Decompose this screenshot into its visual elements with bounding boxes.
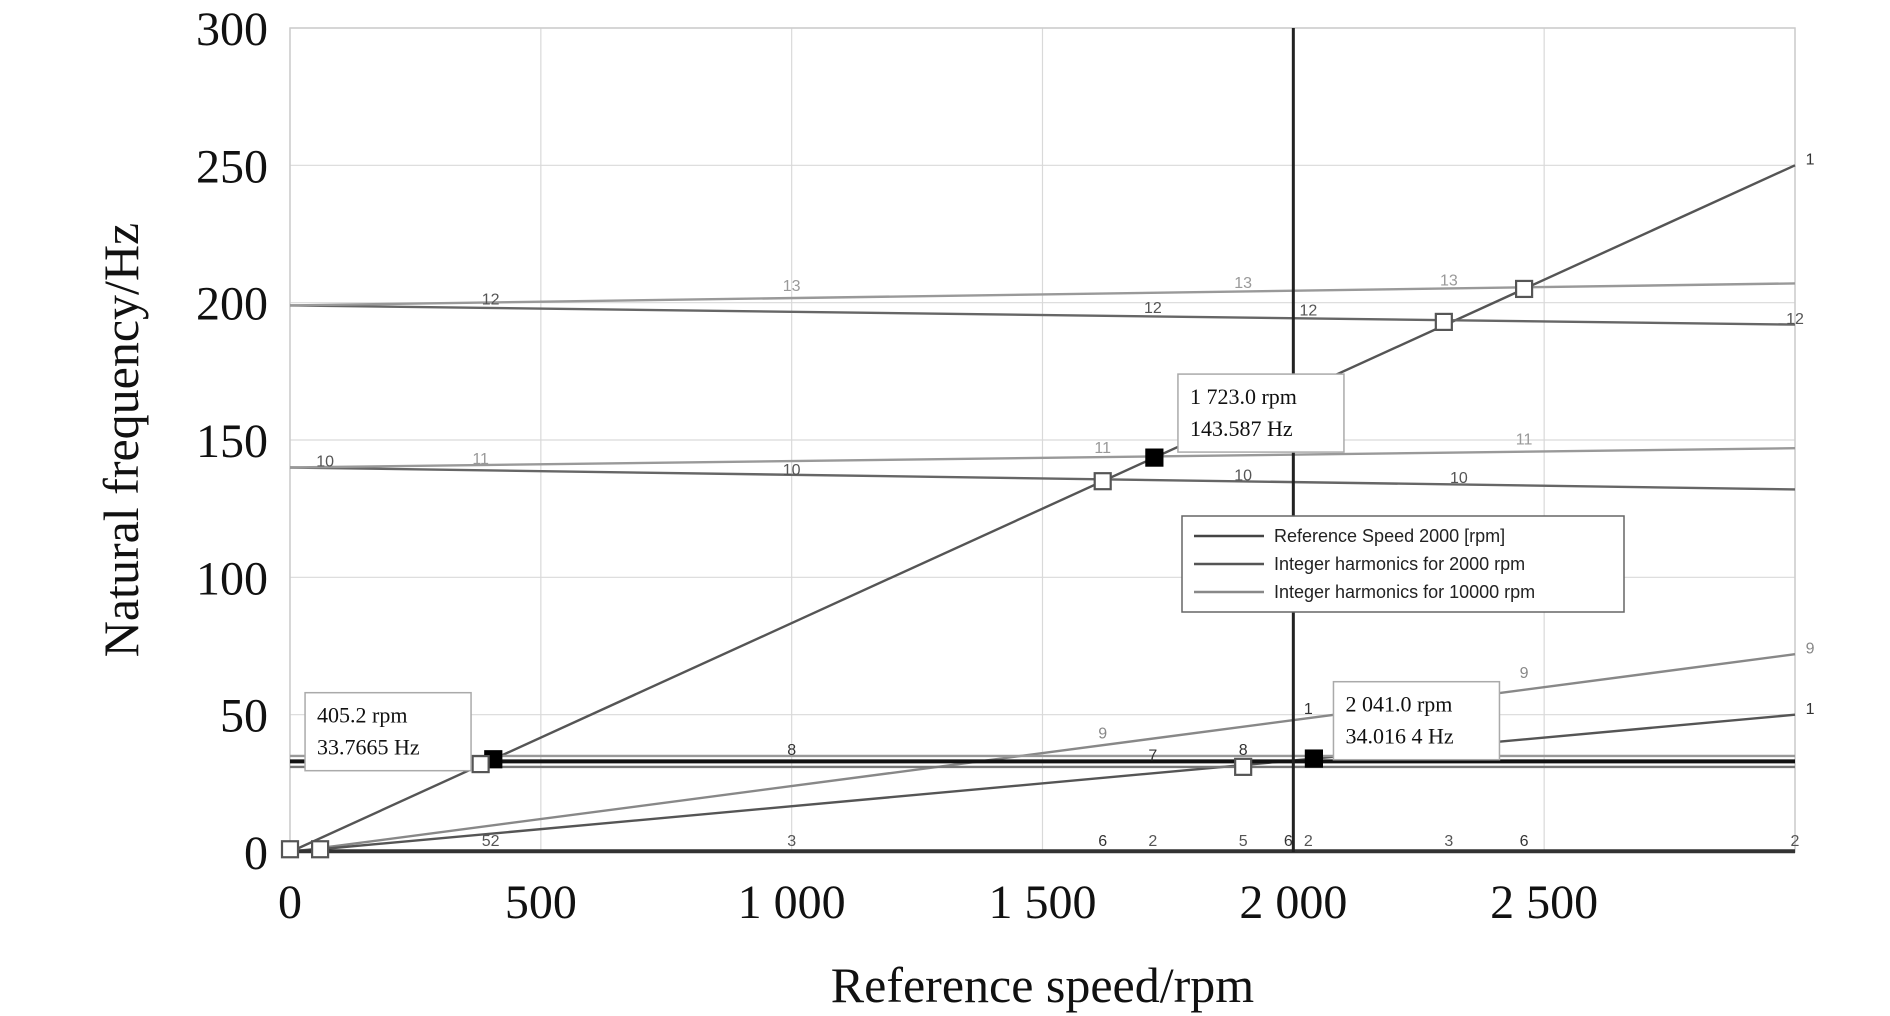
callout-text: 143.587 Hz xyxy=(1190,416,1293,441)
mode-number-label: 2 xyxy=(1304,833,1313,850)
x-tick-labels: 0 500 1 000 1 500 2 000 2 500 xyxy=(278,876,1598,929)
intersection-marker xyxy=(1093,472,1112,491)
series-line xyxy=(289,164,1796,854)
intersection-marker xyxy=(471,755,490,774)
callout-box xyxy=(1177,373,1345,453)
mode-number-label: 12 xyxy=(482,292,500,309)
legend-entry-label: Reference Speed 2000 [rpm] xyxy=(1274,526,1505,546)
y-tick-label: 250 xyxy=(196,140,268,193)
x-axis-title: Reference speed/rpm xyxy=(831,957,1254,1013)
x-tick-label: 1 500 xyxy=(989,876,1097,929)
mode-number-label: 6 xyxy=(1520,833,1529,850)
mode-number-label: 9 xyxy=(1806,640,1815,657)
mode-number-label: 6 xyxy=(1284,833,1293,850)
mode-number-label: 10 xyxy=(783,462,801,479)
callout-text: 1 723.0 rpm xyxy=(1190,384,1297,409)
mode-number-label: 1 xyxy=(1806,152,1815,169)
x-tick-label: 0 xyxy=(278,876,302,929)
x-tick-label: 2 000 xyxy=(1239,876,1347,929)
mode-number-label: 6 xyxy=(1098,833,1107,850)
mode-number-label: 13 xyxy=(1234,275,1252,292)
mode-number-label: 11 xyxy=(472,451,489,468)
callout-text: 405.2 rpm xyxy=(317,703,407,728)
intersection-marker xyxy=(1434,312,1453,331)
callout-text: 2 041.0 rpm xyxy=(1345,692,1452,717)
mode-number-label: 9 xyxy=(1098,726,1107,743)
y-tick-label: 200 xyxy=(196,278,268,331)
mode-number-label: 8 xyxy=(1239,742,1248,759)
series-line xyxy=(289,282,1796,307)
intersection-marker-selected xyxy=(1145,448,1164,467)
series-line xyxy=(289,304,1796,326)
mode-number-label: 11 xyxy=(1516,432,1533,449)
mode-number-label: 12 xyxy=(1299,303,1317,320)
y-tick-label: 150 xyxy=(196,415,268,468)
mode-number-label: 2 xyxy=(1148,833,1157,850)
y-tick-label: 0 xyxy=(244,827,268,880)
mode-number-label: 9 xyxy=(1520,665,1529,682)
mode-number-label: 1 xyxy=(1304,701,1313,718)
mode-number-label: 5 xyxy=(1239,833,1248,850)
intersection-marker-selected xyxy=(1304,749,1324,768)
mode-number-label: 10 xyxy=(316,454,334,471)
y-tick-label: 300 xyxy=(196,3,268,56)
series-line xyxy=(289,653,1796,854)
y-tick-label: 100 xyxy=(196,552,268,605)
callout-box xyxy=(304,691,472,772)
mode-number-label: 11 xyxy=(1094,440,1111,457)
callout-text: 33.7665 Hz xyxy=(317,735,420,760)
intersection-marker xyxy=(1514,279,1534,299)
mode-number-label: 2 xyxy=(1791,833,1800,850)
y-tick-labels: 0 50 100 150 200 250 300 xyxy=(196,3,268,880)
legend-entry-label: Integer harmonics for 2000 rpm xyxy=(1274,554,1525,574)
y-axis-title: Natural frequency/Hz xyxy=(93,223,149,658)
mode-number-label: 1 xyxy=(1806,701,1815,718)
series-layer xyxy=(289,164,1796,854)
marker-layer xyxy=(280,279,1534,859)
intersection-marker xyxy=(311,840,330,859)
mode-number-label: 3 xyxy=(1444,833,1453,850)
x-tick-label: 1 000 xyxy=(738,876,846,929)
callouts: 1 723.0 rpm 143.587 Hz 405.2 rpm 33.7665 Hz… xyxy=(304,373,1501,772)
mode-number-label: 13 xyxy=(1440,272,1458,289)
x-tick-label: 500 xyxy=(505,876,577,929)
mode-number-label: 10 xyxy=(1234,467,1252,484)
mode-number-label: 10 xyxy=(1450,470,1468,487)
callout-text: 34.016 4 Hz xyxy=(1345,724,1453,749)
mode-number-label: 52 xyxy=(482,833,500,850)
mode-number-label: 8 xyxy=(787,742,796,759)
intersection-marker xyxy=(1234,757,1253,776)
series-line xyxy=(289,713,1796,854)
mode-number-label: 7 xyxy=(1148,748,1157,765)
mode-number-label: 12 xyxy=(1786,311,1804,328)
mode-number-label: 13 xyxy=(783,278,801,295)
y-tick-label: 50 xyxy=(220,690,268,743)
mode-number-label: 12 xyxy=(1144,300,1162,317)
series-line xyxy=(289,466,1796,491)
mode-number-label: 3 xyxy=(787,833,796,850)
intersection-marker xyxy=(280,840,300,859)
legend-entry-label: Integer harmonics for 10000 rpm xyxy=(1274,582,1535,602)
legend: Reference Speed 2000 [rpm] Integer harmon… xyxy=(1181,515,1625,613)
series-line xyxy=(289,447,1796,469)
callout-box xyxy=(1332,680,1501,761)
x-tick-label: 2 500 xyxy=(1490,876,1598,929)
